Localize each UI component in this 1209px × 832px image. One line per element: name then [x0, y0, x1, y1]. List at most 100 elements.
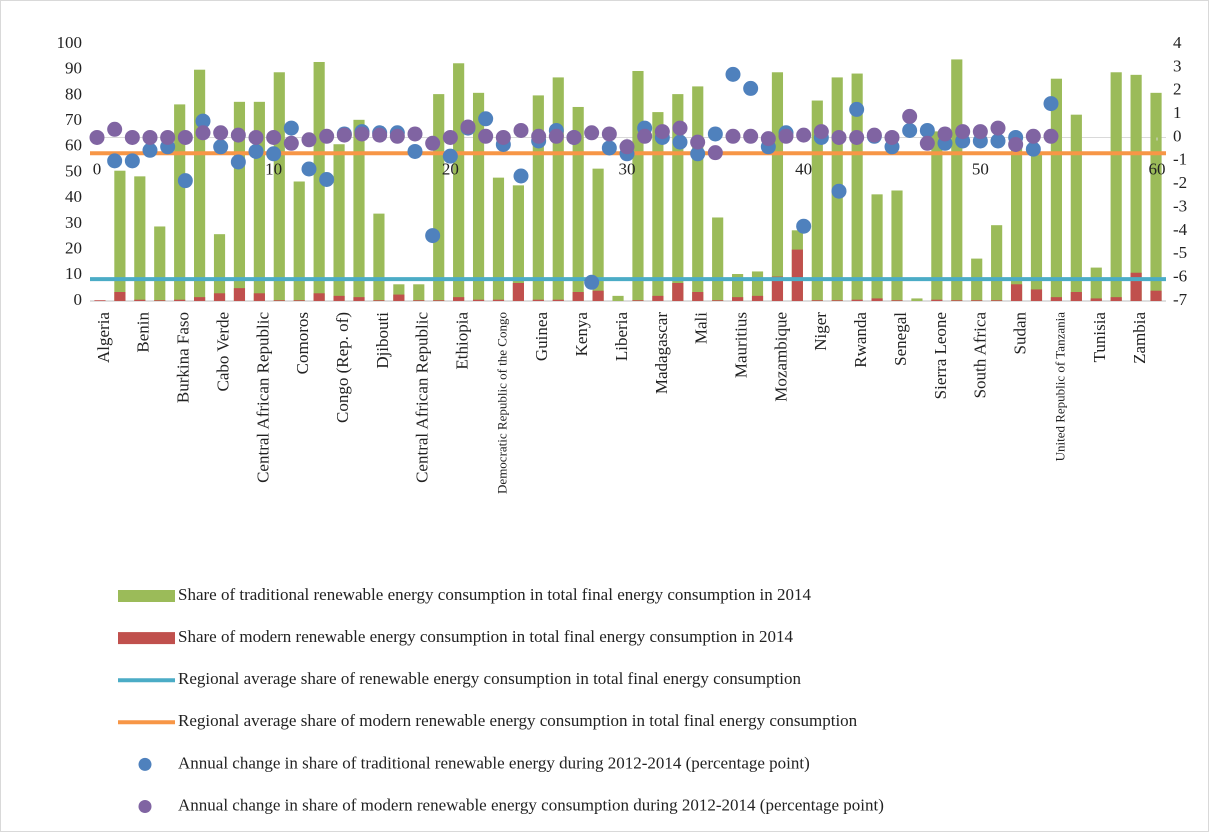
scatter-point	[584, 125, 600, 141]
bar	[174, 299, 186, 301]
bar	[732, 297, 744, 301]
scatter-point	[442, 129, 458, 145]
bar	[492, 299, 505, 301]
scatter-point	[760, 131, 776, 147]
bar	[831, 300, 843, 301]
bar	[851, 73, 863, 302]
bar	[213, 234, 226, 301]
legend-label: Regional average share of modern renewab…	[178, 711, 858, 730]
legend-swatch	[118, 590, 175, 602]
bar	[1070, 114, 1082, 301]
scatter-point	[1043, 128, 1059, 144]
x2-tick-label: 40	[795, 159, 812, 178]
scatter-point	[425, 135, 441, 151]
scatter-point	[672, 134, 688, 150]
legend-swatch	[118, 632, 175, 645]
bar	[771, 72, 784, 302]
bar	[253, 101, 265, 301]
x-tick-label: Rwanda	[851, 312, 870, 368]
legend-swatch	[138, 757, 152, 771]
y-tick-label: 40	[65, 187, 82, 206]
scatter-point	[654, 124, 670, 140]
bar	[1130, 74, 1142, 301]
bar	[871, 194, 883, 301]
bar	[1110, 297, 1122, 301]
bar	[492, 177, 505, 301]
bar	[552, 77, 564, 301]
x2-tick-label: 10	[265, 159, 282, 178]
scatter-point	[937, 126, 953, 142]
scatter-point	[690, 134, 706, 150]
bar	[512, 185, 524, 301]
y2-tick-label: -5	[1173, 243, 1187, 262]
scatter-point	[266, 129, 282, 145]
scatter-point	[919, 122, 935, 138]
y2-tick-label: 1	[1173, 103, 1182, 122]
scatter-point	[990, 133, 1006, 149]
scatter-point	[195, 125, 211, 141]
y-tick-label: 20	[65, 239, 82, 258]
bar	[592, 168, 604, 301]
bar	[94, 300, 106, 301]
bar	[1110, 72, 1122, 302]
bar	[931, 131, 943, 301]
scatter-point	[601, 140, 617, 156]
bar	[672, 283, 684, 301]
scatter-point	[849, 129, 865, 145]
bar	[433, 300, 445, 301]
bar	[393, 294, 405, 301]
bar	[911, 298, 923, 301]
bar	[1090, 298, 1102, 301]
bar	[333, 295, 345, 301]
bar	[134, 299, 146, 301]
scatter-point	[425, 228, 441, 244]
legend-label: Regional average share of renewable ener…	[178, 669, 801, 688]
y-tick-label: 10	[65, 264, 82, 283]
y-tick-label: 0	[74, 290, 83, 309]
scatter-point	[531, 128, 547, 144]
bar	[1150, 92, 1162, 301]
scatter-point	[177, 173, 193, 189]
y2-tick-label: -3	[1173, 196, 1187, 215]
bar	[871, 298, 883, 301]
scatter-point	[407, 126, 423, 142]
x2-tick-label: 20	[442, 159, 459, 178]
bar	[353, 297, 365, 301]
bar	[1050, 297, 1062, 301]
scatter-point	[743, 128, 759, 144]
scatter-point	[336, 127, 352, 143]
scatter-point	[548, 128, 564, 144]
scatter-point	[460, 119, 476, 135]
scatter-point	[884, 129, 900, 145]
scatter-point	[407, 143, 423, 159]
x-tick-label: Sierra Leone	[931, 312, 950, 399]
y-tick-label: 50	[65, 161, 82, 180]
bar	[692, 86, 704, 301]
x-tick-label: Benin	[134, 312, 153, 353]
legend-label: Share of traditional renewable energy co…	[178, 585, 811, 604]
y2-tick-label: -1	[1173, 150, 1187, 169]
scatter-point	[389, 128, 405, 144]
bar	[572, 106, 584, 301]
x-tick-label: Mozambique	[771, 312, 790, 402]
scatter-point	[213, 125, 229, 141]
scatter-point	[1008, 136, 1024, 152]
scatter-point	[142, 142, 158, 158]
scatter-point	[584, 274, 600, 290]
bar	[1070, 292, 1082, 301]
scatter-point	[301, 132, 317, 148]
scatter-point	[107, 153, 123, 169]
scatter-point	[195, 113, 211, 129]
scatter-point	[248, 129, 264, 145]
scatter-point	[725, 128, 741, 144]
bar	[652, 295, 664, 301]
bar	[1130, 272, 1142, 301]
bar	[1150, 290, 1162, 301]
scatter-point	[672, 120, 688, 136]
scatter-point	[813, 124, 829, 140]
y-tick-label: 90	[65, 59, 82, 78]
x-tick-label: South Africa	[971, 312, 990, 399]
bar	[453, 297, 465, 301]
bar	[712, 217, 724, 301]
